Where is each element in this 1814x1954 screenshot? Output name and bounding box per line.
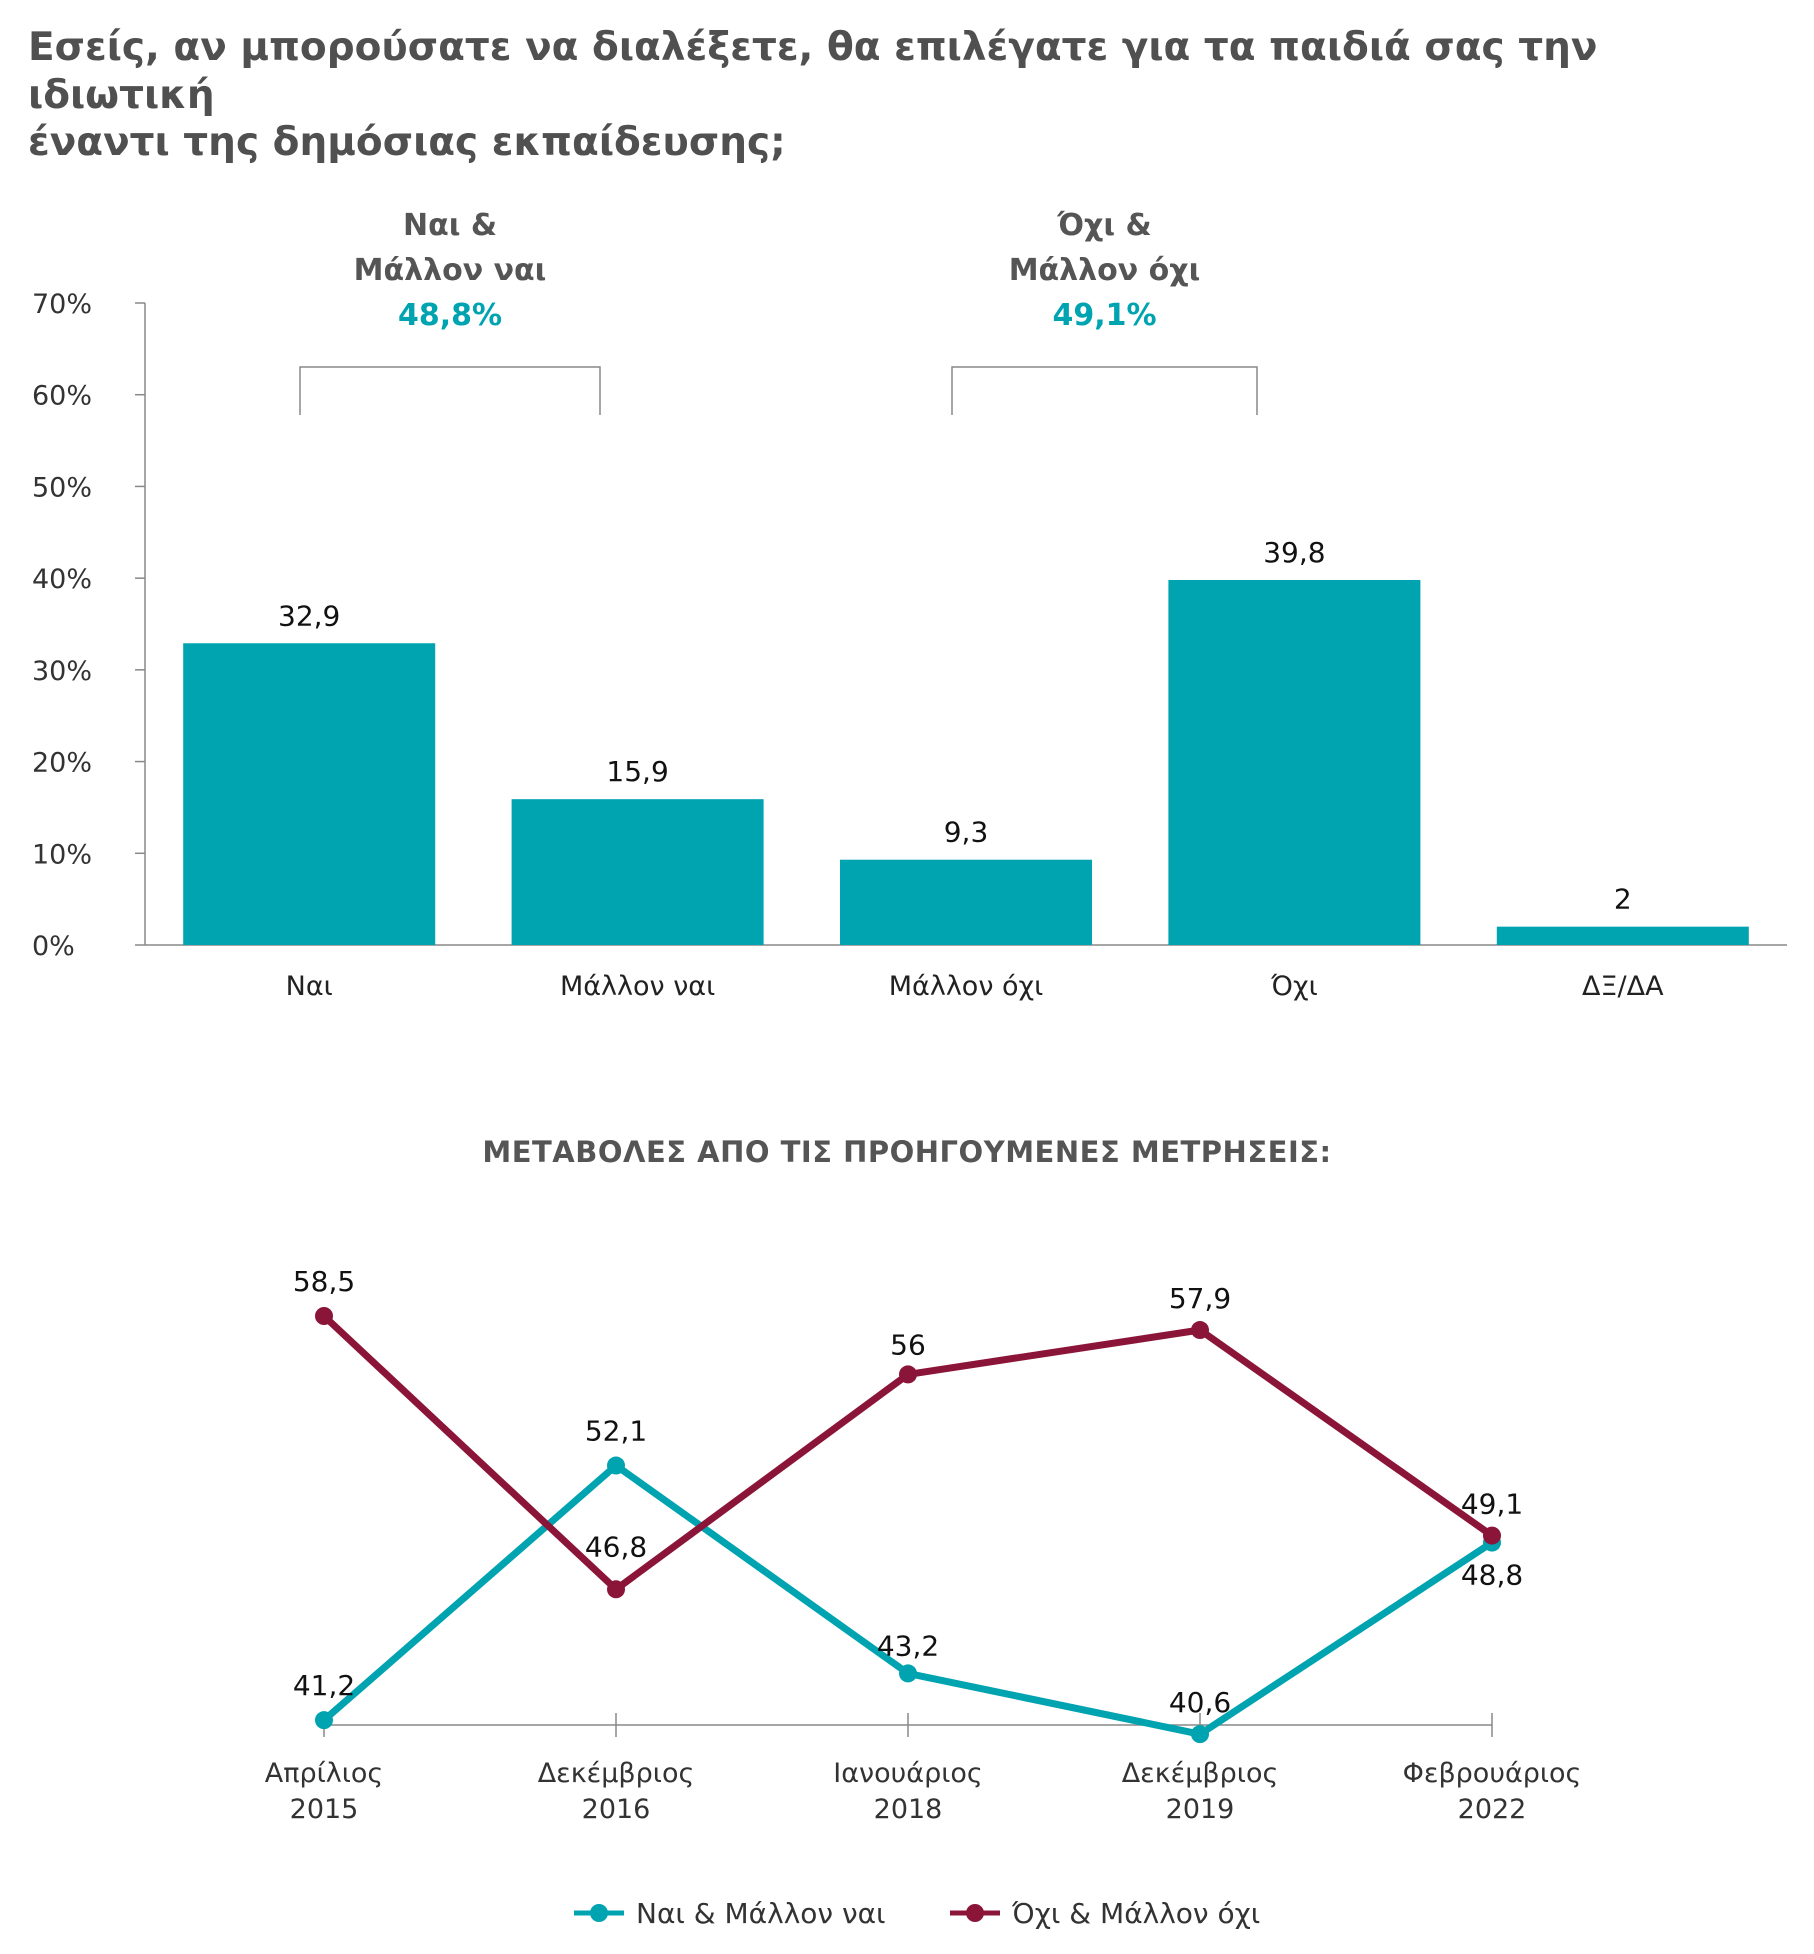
line-x-label-month: Ιανουάριος bbox=[833, 1758, 982, 1789]
bar bbox=[1168, 579, 1421, 945]
line-point-label: 57,9 bbox=[1169, 1282, 1231, 1315]
bar bbox=[511, 799, 764, 945]
bar-y-tick-label: 40% bbox=[32, 564, 92, 595]
line-x-label-year: 2018 bbox=[874, 1794, 943, 1825]
chart-title-line-2: έναντι της δημόσιας εκπαίδευσης; bbox=[28, 120, 786, 166]
bar-value-label: 9,3 bbox=[944, 816, 989, 849]
bar-category-label: Όχι bbox=[1270, 971, 1318, 1002]
bar-value-label: 39,8 bbox=[1263, 536, 1325, 569]
line-point-label: 41,2 bbox=[293, 1669, 355, 1702]
line-x-label-month: Φεβρουάριος bbox=[1403, 1758, 1582, 1789]
bar-y-tick-label: 70% bbox=[32, 289, 92, 320]
bar-category-label: Ναι bbox=[286, 971, 333, 1002]
line-x-label-year: 2016 bbox=[582, 1794, 651, 1825]
line-point bbox=[607, 1580, 625, 1599]
line-series bbox=[321, 1462, 1494, 1738]
line-point-label: 49,1 bbox=[1461, 1488, 1523, 1521]
line-point bbox=[899, 1365, 917, 1384]
bar-category-label: Μάλλον ναι bbox=[560, 971, 715, 1002]
bar bbox=[183, 643, 436, 945]
bar-category-label: ΔΞ/ΔΑ bbox=[1582, 971, 1664, 1002]
line-point bbox=[315, 1711, 333, 1730]
bar bbox=[1496, 926, 1749, 945]
bar-value-label: 2 bbox=[1614, 883, 1632, 916]
line-point bbox=[1483, 1526, 1501, 1545]
line-point-label: 43,2 bbox=[877, 1629, 939, 1662]
bar bbox=[840, 859, 1092, 945]
line-point bbox=[1191, 1321, 1209, 1340]
line-point-label: 46,8 bbox=[585, 1530, 647, 1563]
line-point-label: 48,8 bbox=[1461, 1559, 1523, 1592]
line-x-label-year: 2022 bbox=[1458, 1794, 1527, 1825]
bar-y-tick-label: 30% bbox=[32, 656, 92, 687]
bar-y-tick-label: 10% bbox=[32, 839, 92, 870]
line-point bbox=[899, 1664, 917, 1683]
bar-category-label: Μάλλον όχι bbox=[889, 971, 1044, 1002]
line-point bbox=[1191, 1725, 1209, 1744]
line-chart-title: ΜΕΤΑΒΟΛΕΣ ΑΠΟ ΤΙΣ ΠΡΟΗΓΟΥΜΕΝΕΣ ΜΕΤΡΗΣΕΙΣ… bbox=[482, 1135, 1331, 1169]
line-point-label: 56 bbox=[890, 1328, 926, 1361]
chart-title-line-1: Εσείς, αν μπορούσατε να διαλέξετε, θα επ… bbox=[28, 25, 1598, 118]
bar-chart: 0% 10% 20% 30% 40% 50% 60% 70% 32,9 Ναι 15,9 Μάλλον… bbox=[32, 208, 1787, 1002]
bar-y-tick-label: 0% bbox=[32, 931, 75, 962]
legend-entry-label: Ναι & Μάλλον ναι bbox=[636, 1897, 886, 1930]
line-x-label-year: 2019 bbox=[1166, 1794, 1235, 1825]
group-bracket bbox=[299, 366, 601, 415]
bar-value-label: 15,9 bbox=[606, 755, 668, 788]
line-x-label-month: Απρίλιος bbox=[265, 1758, 383, 1789]
line-x-label-month: Δεκέμβριος bbox=[538, 1758, 695, 1789]
bar-y-tick-label: 20% bbox=[32, 748, 92, 779]
bar-y-tick-label: 50% bbox=[32, 472, 92, 503]
legend-swatch-marker bbox=[590, 1904, 608, 1922]
line-x-label-month: Δεκέμβριος bbox=[1122, 1758, 1279, 1789]
group-label-line-1: Ναι & bbox=[403, 208, 497, 243]
legend-entry-label: Όχι & Μάλλον όχι bbox=[1011, 1897, 1260, 1930]
group-label-line-2: Μάλλον όχι bbox=[1009, 253, 1201, 288]
line-x-label-year: 2015 bbox=[290, 1794, 359, 1825]
group-label-line-1: Όχι & bbox=[1056, 208, 1151, 243]
chart-title: Εσείς, αν μπορούσατε να διαλέξετε, θα επ… bbox=[28, 24, 1788, 167]
group-label-line-2: Μάλλον ναι bbox=[354, 253, 547, 288]
bar-y-tick-label: 60% bbox=[32, 381, 92, 412]
bar-value-label: 32,9 bbox=[278, 599, 340, 632]
legend-swatch-marker bbox=[966, 1904, 984, 1922]
line-point-label: 52,1 bbox=[585, 1415, 647, 1448]
group-total-value: 49,1% bbox=[1052, 298, 1156, 333]
line-point-label: 58,5 bbox=[293, 1265, 355, 1298]
line-point bbox=[607, 1456, 625, 1475]
group-total-value: 48,8% bbox=[398, 298, 502, 333]
group-bracket bbox=[951, 366, 1258, 415]
line-point-label: 40,6 bbox=[1169, 1686, 1231, 1719]
line-point bbox=[315, 1307, 333, 1325]
